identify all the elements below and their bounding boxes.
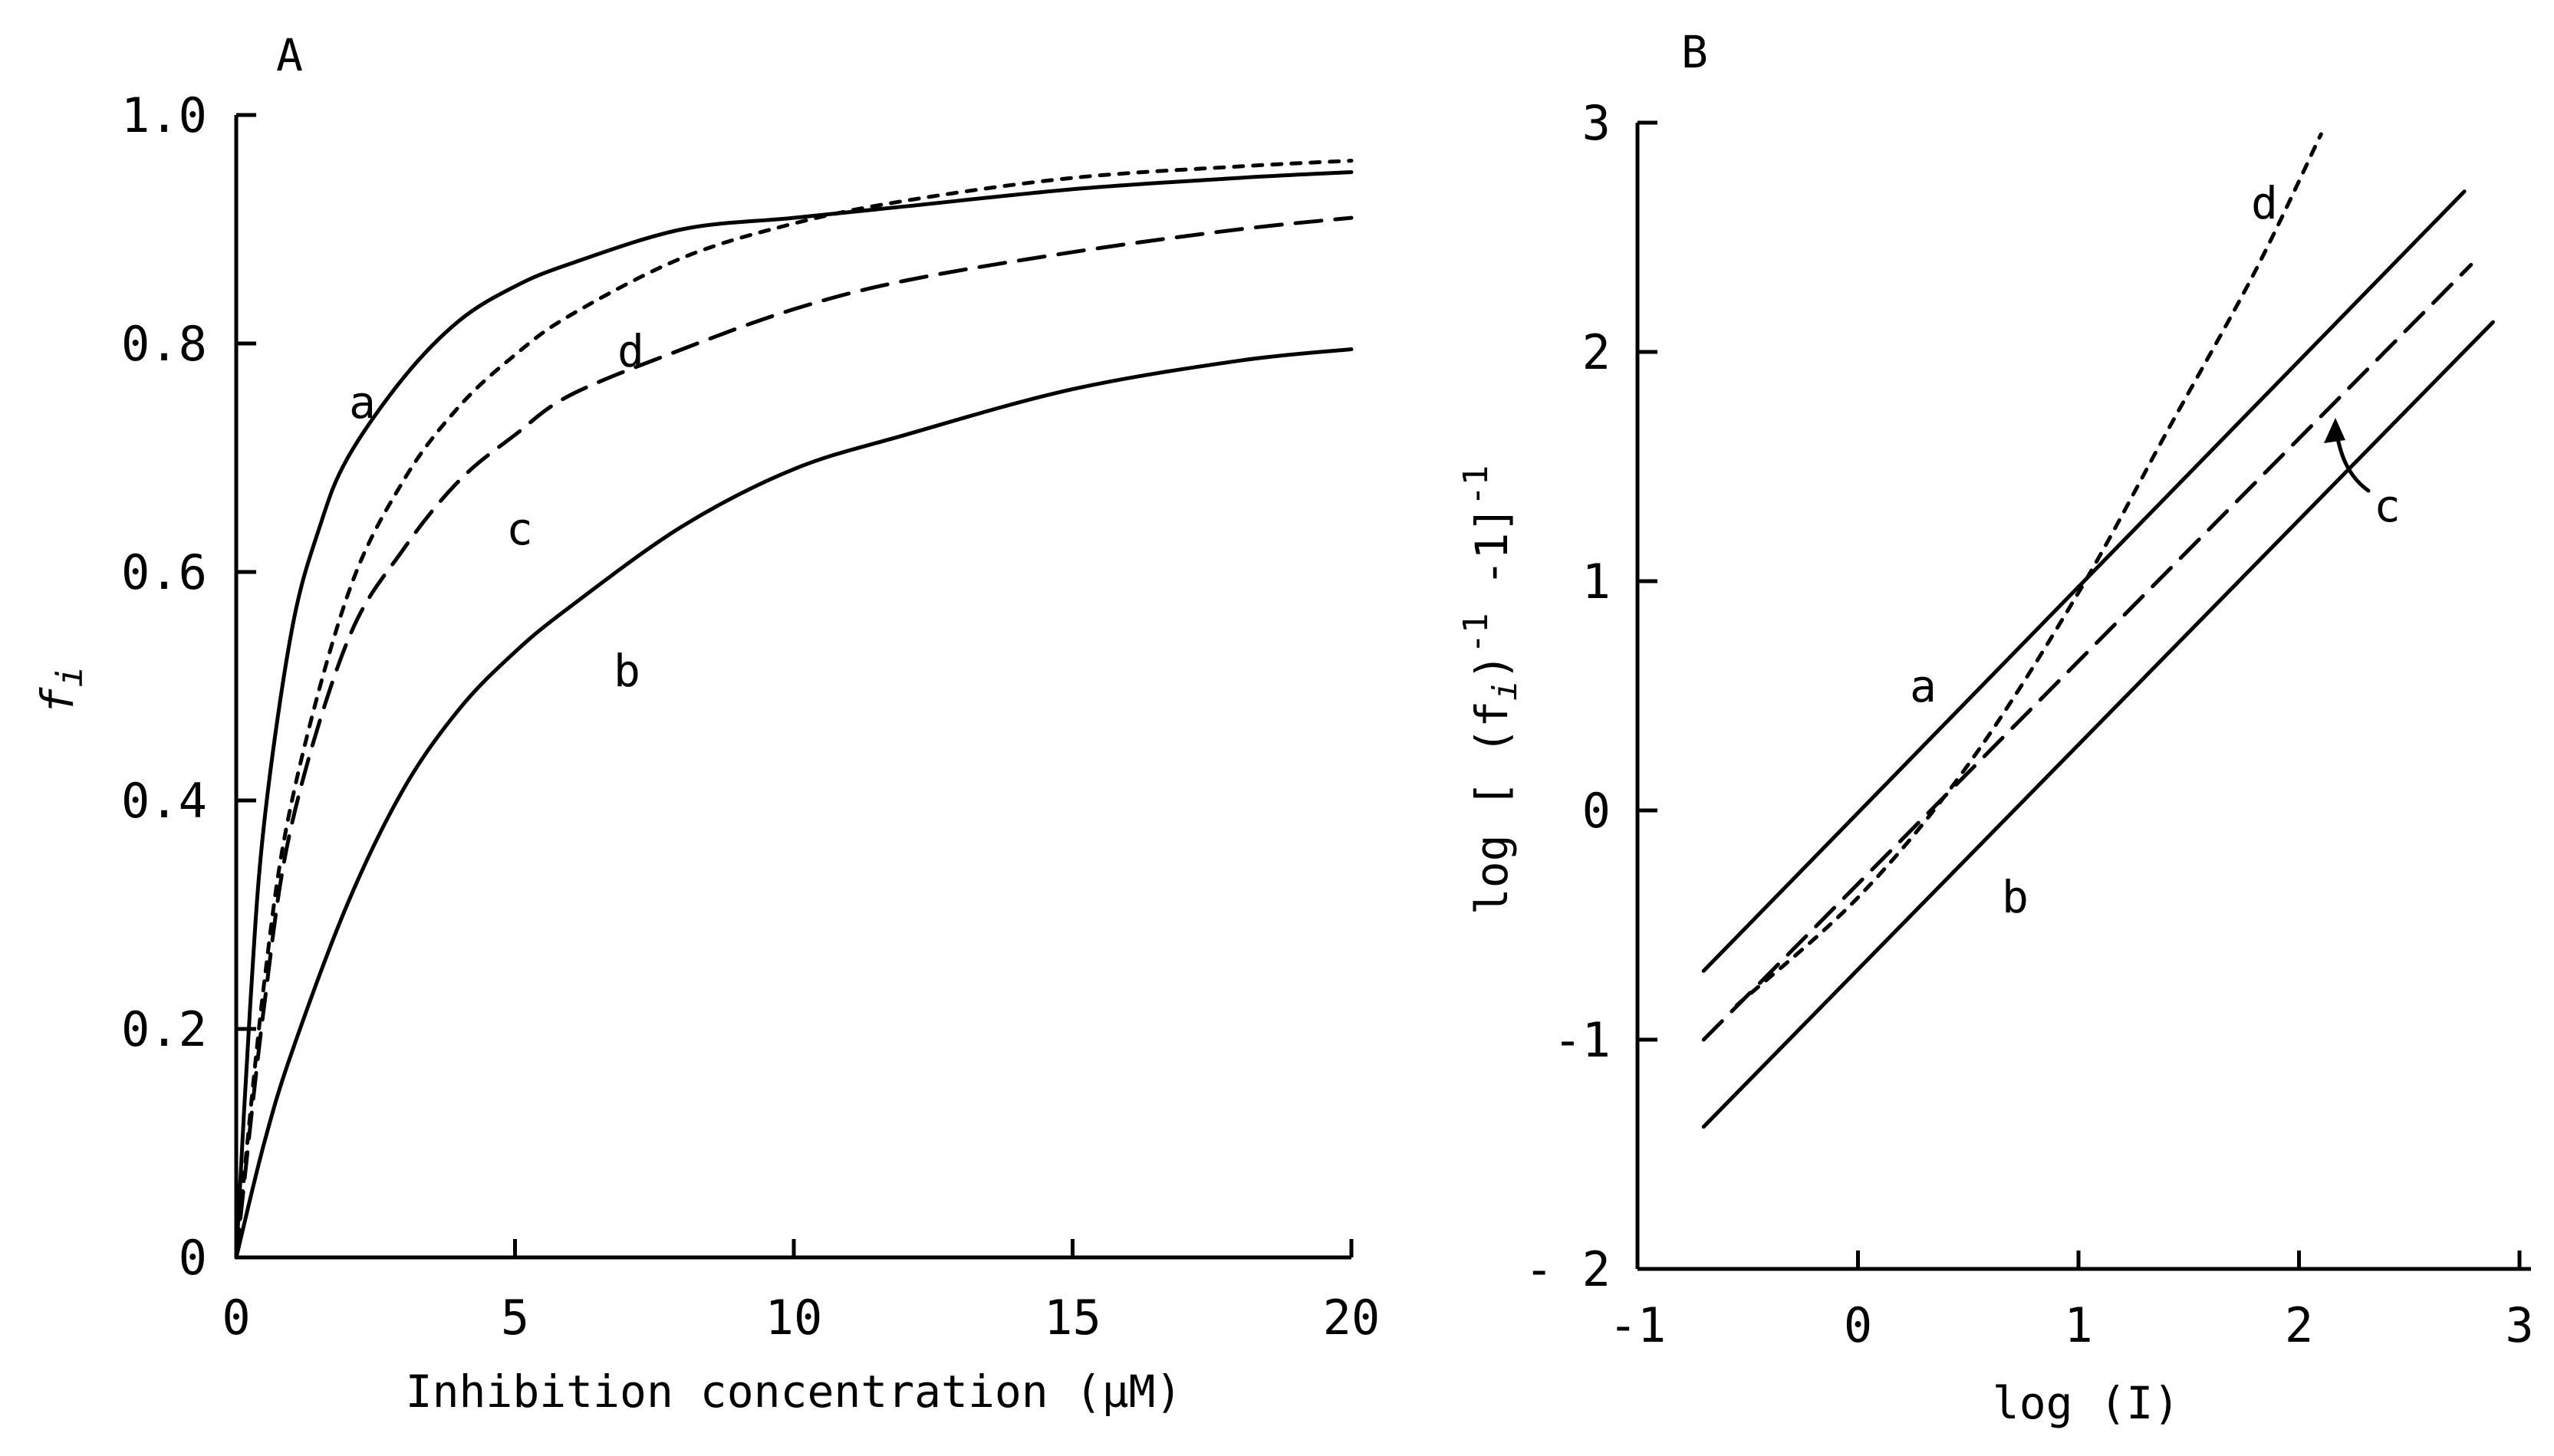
- panel-a-x-tick-label: 15: [1044, 1290, 1101, 1346]
- panel-a-ticks: 0 5 10 15 20 0 0.2 0.4 0.6 0.8 1.0: [121, 87, 1380, 1346]
- panel-a-series-c-label: c: [506, 503, 533, 555]
- panel-b-series-a-line: [1701, 189, 2467, 973]
- panel-b-y-label-sup2: -1: [1456, 465, 1496, 506]
- panel-a-x-tick-label: 5: [501, 1290, 529, 1346]
- svg-text:fi: fi: [31, 666, 91, 715]
- panel-b-series-b-line: [1701, 320, 2495, 1129]
- panel-a-chart: A 0 5 10 15 20 0 0.2 0.4 0.6 0.8 1.0 a b c d Inhibiti…: [31, 29, 1380, 1418]
- panel-b-y-tick-label: 0: [1582, 783, 1611, 839]
- panel-a-series-d-label: d: [617, 325, 644, 377]
- panel-b-series-d-label: d: [2251, 177, 2278, 229]
- panel-a-x-axis-label: Inhibition concentration (μM): [406, 1366, 1183, 1418]
- panel-b-x-tick-label: 3: [2505, 1297, 2533, 1353]
- panel-b-x-axis-label: log (I): [1993, 1377, 2180, 1429]
- panel-b-series-a-label: a: [1910, 660, 1937, 712]
- panel-a-series-b-line: [234, 347, 1354, 1260]
- panel-b-series-c-label: c: [2374, 480, 2401, 532]
- panel-b-c-pointer-arrowhead: [2324, 418, 2345, 443]
- panel-a-y-axis-label: fi: [31, 666, 91, 715]
- panel-a-y-tick-label: 0.2: [121, 1001, 207, 1057]
- panel-b-y-tick-label: 2: [1582, 324, 1611, 380]
- panel-b-y-label-sup1: -1: [1456, 613, 1496, 653]
- panel-a-x-tick-label: 20: [1323, 1290, 1381, 1346]
- panel-a-curves: a b c d: [234, 159, 1354, 1260]
- panel-b-y-tick-label: -1: [1553, 1012, 1611, 1068]
- panel-b-series-c-line: [1701, 262, 2473, 1042]
- panel-a-x-tick-label: 10: [765, 1290, 823, 1346]
- panel-a-y-tick-label: 0.8: [121, 316, 207, 372]
- panel-a-y-label-main: f: [31, 686, 84, 714]
- panel-b-curves: a b c d: [1701, 132, 2495, 1129]
- panel-a-series-c-line: [234, 215, 1354, 1260]
- panel-a-series-d-line: [234, 159, 1354, 1260]
- panel-b-x-tick-label: 0: [1844, 1297, 1872, 1353]
- panel-b-y-label-part1: log [ (f: [1466, 701, 1518, 915]
- panel-a-y-tick-label: 0.6: [121, 544, 207, 600]
- panel-b-x-tick-label: 1: [2064, 1297, 2092, 1353]
- panel-a-series-b-label: b: [614, 645, 640, 697]
- panel-a-series-a-label: a: [349, 376, 376, 429]
- panel-a-y-label-sub: i: [49, 666, 91, 688]
- panel-b-y-label-part2: ): [1466, 653, 1518, 680]
- panel-b-y-tick-label: 3: [1582, 95, 1611, 151]
- panel-b-y-tick-label: 1: [1582, 554, 1611, 610]
- panel-a-x-tick-label: 0: [222, 1290, 250, 1346]
- panel-a-label: A: [276, 29, 303, 81]
- panel-b-x-tick-label: 2: [2285, 1297, 2313, 1353]
- panel-b-y-label-sub: i: [1486, 680, 1525, 701]
- panel-a-series-a-line: [234, 170, 1354, 1260]
- panel-b-y-tick-label: - 2: [1525, 1241, 1611, 1297]
- panel-b-label: B: [1681, 26, 1708, 78]
- panel-a-y-tick-label: 1.0: [121, 87, 207, 143]
- panel-a-y-tick-label: 0: [179, 1230, 207, 1286]
- panel-b-x-tick-label: -1: [1609, 1297, 1667, 1353]
- panel-b-series-b-label: b: [2002, 871, 2029, 923]
- panel-b-series-d-line: [1734, 132, 2323, 1007]
- panel-b-y-label-part3: -1]: [1466, 506, 1518, 613]
- panel-b-y-axis-label: log [ (fi)-1 -1]-1: [1456, 465, 1525, 915]
- panel-a-y-tick-label: 0.4: [121, 773, 207, 829]
- svg-text:log [ (fi)-1 -1]-1: log [ (fi)-1 -1]-1: [1456, 465, 1525, 915]
